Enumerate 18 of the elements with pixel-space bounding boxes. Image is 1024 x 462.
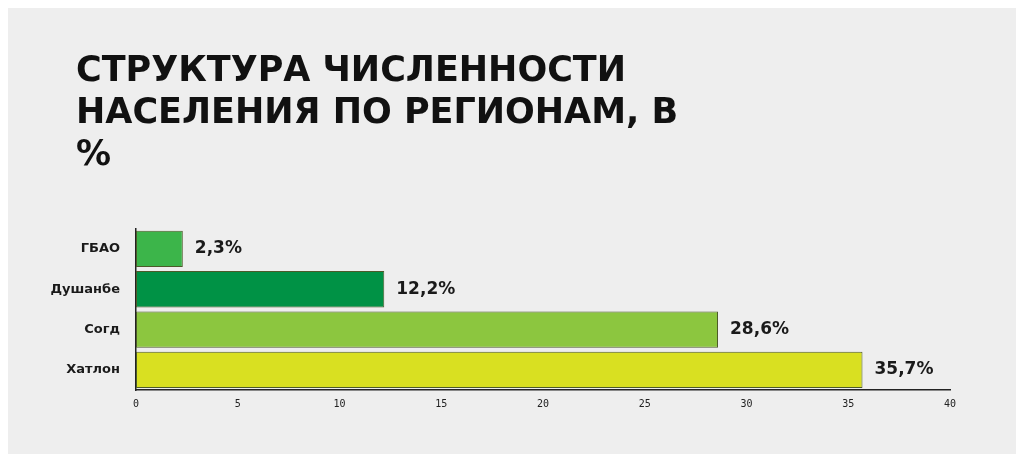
y-tick-label: Хатлон [66, 361, 120, 377]
y-tick-label: ГБАО [80, 240, 120, 256]
data-label: 12,2% [396, 277, 456, 298]
x-tick-label: 35 [842, 397, 855, 409]
x-tick-label: 15 [435, 397, 448, 409]
data-label: 2,3% [194, 237, 242, 258]
x-tick-label: 20 [536, 397, 550, 409]
data-label: 28,6% [730, 317, 789, 338]
x-tick-label: 5 [234, 397, 241, 409]
y-tick-label: Душанбе [50, 280, 121, 296]
x-tick-label: 10 [333, 397, 346, 409]
chart-title: СТРУКТУРА ЧИСЛЕННОСТИ НАСЕЛЕНИЯ ПО РЕГИОНАМ, В % [76, 48, 680, 174]
y-tick-label: Согд [84, 320, 120, 336]
x-tick-label: 25 [638, 397, 651, 409]
x-tick-label: 40 [943, 397, 957, 409]
x-tick-label: 0 [132, 397, 140, 409]
x-tick-label: 30 [740, 397, 753, 409]
data-label: 35,7% [874, 358, 934, 379]
